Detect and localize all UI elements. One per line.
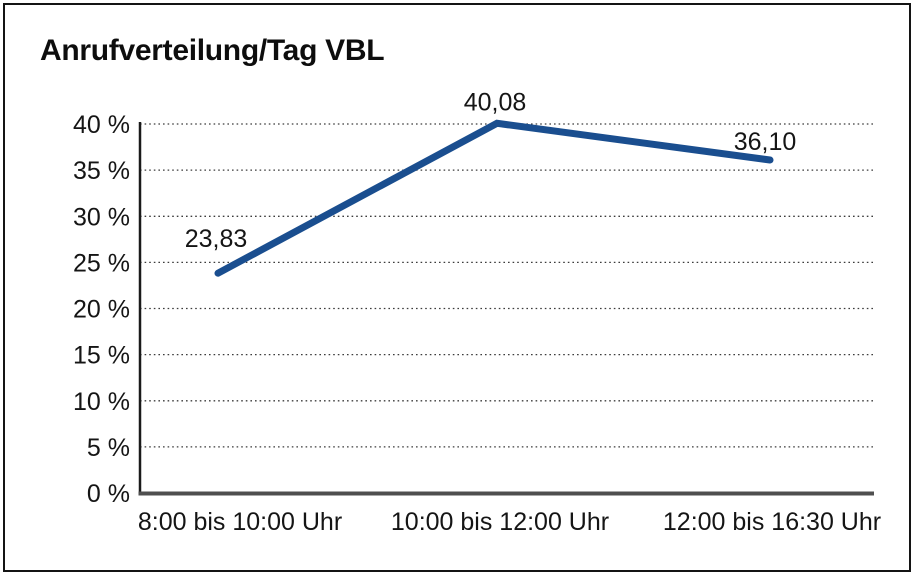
series-line: [214, 119, 774, 277]
y-tick-label: 25 %: [73, 249, 130, 277]
chart-title: Anrufverteilung/Tag VBL: [40, 34, 385, 67]
x-category-label: 12:00 bis 16:30 Uhr: [663, 508, 881, 536]
y-tick-label: 20 %: [73, 296, 130, 324]
x-category-label: 10:00 bis 12:00 Uhr: [391, 508, 609, 536]
data-label: 40,08: [464, 88, 527, 116]
data-label: 23,83: [185, 225, 248, 253]
y-tick-label: 5 %: [87, 434, 130, 462]
data-label: 36,10: [734, 128, 797, 156]
y-tick-label: 15 %: [73, 342, 130, 370]
y-tick-label: 40 %: [73, 111, 130, 139]
chart-border-frame: [3, 3, 911, 572]
x-category-label: 8:00 bis 10:00 Uhr: [138, 508, 342, 536]
y-tick-label: 30 %: [73, 203, 130, 231]
y-tick-label: 0 %: [87, 480, 130, 508]
y-tick-label: 10 %: [73, 388, 130, 416]
y-tick-label: 35 %: [73, 157, 130, 185]
